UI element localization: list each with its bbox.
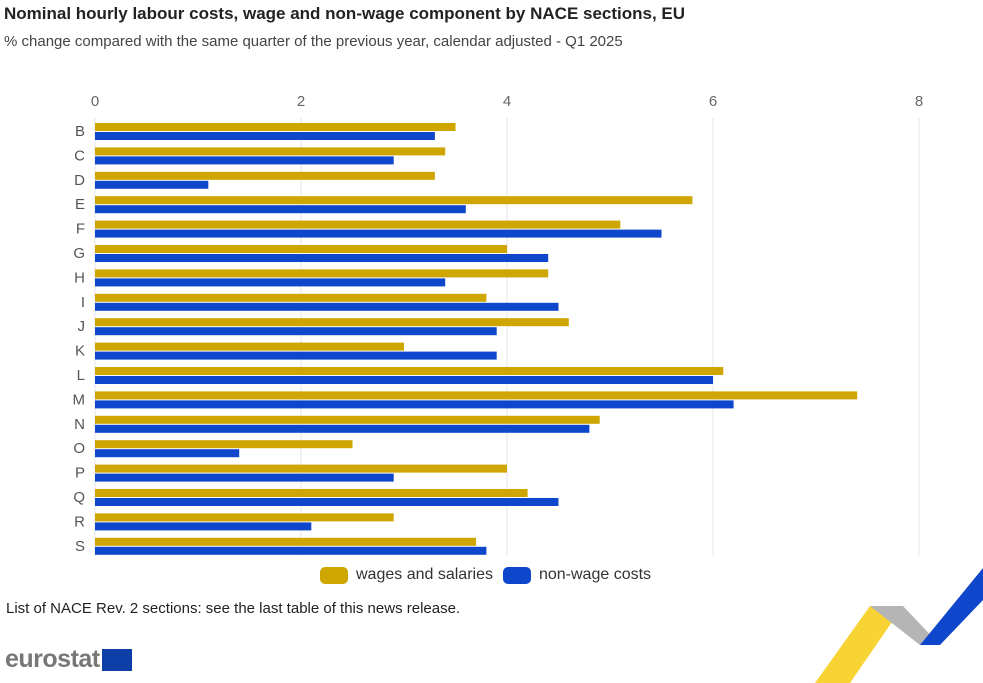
- legend: wages and salaries non-wage costs: [320, 566, 661, 584]
- legend-item-wages[interactable]: wages and salaries: [320, 566, 493, 584]
- bar-wages: [95, 293, 487, 302]
- bar-non-wage: [95, 327, 497, 336]
- bar-non-wage: [95, 156, 394, 165]
- bar-wages: [95, 147, 446, 156]
- x-tick-label: 8: [915, 93, 923, 110]
- eu-flag-icon: [101, 648, 132, 671]
- bar-wages: [95, 196, 693, 205]
- y-category-label: B: [75, 123, 85, 140]
- eurostat-ribbon-decoration: [815, 568, 983, 683]
- y-category-label: F: [76, 221, 85, 238]
- eurostat-logo: eurostat: [5, 645, 132, 674]
- legend-label: wages and salaries: [356, 566, 493, 583]
- y-category-label: E: [75, 196, 85, 213]
- y-category-label: G: [73, 245, 85, 262]
- bar-non-wage: [95, 522, 312, 531]
- y-category-label: Q: [73, 489, 85, 506]
- bar-non-wage: [95, 498, 559, 506]
- bar-non-wage: [95, 205, 466, 214]
- y-category-label: I: [81, 294, 85, 311]
- chart-title: Nominal hourly labour costs, wage and no…: [4, 4, 686, 23]
- bar-non-wage: [95, 376, 713, 384]
- legend-item-non-wage[interactable]: non-wage costs: [502, 566, 652, 584]
- bar-non-wage: [95, 449, 240, 458]
- bar-non-wage: [95, 254, 549, 262]
- x-tick-label: 2: [297, 93, 305, 110]
- bar-wages: [95, 318, 569, 327]
- x-tick-label: 6: [709, 93, 717, 110]
- y-category-label: S: [75, 538, 85, 555]
- bar-wages: [95, 489, 528, 497]
- bar-non-wage: [95, 351, 497, 360]
- bar-non-wage: [95, 473, 394, 482]
- bar-non-wage: [95, 229, 662, 238]
- bar-wages: [95, 537, 477, 546]
- bar-non-wage: [95, 546, 487, 555]
- bar-wages: [95, 342, 404, 351]
- y-category-label: L: [77, 367, 85, 384]
- legend-swatch-wages: [320, 566, 348, 584]
- bar-wages: [95, 391, 858, 400]
- x-tick-label: 4: [503, 93, 511, 110]
- legend-label: non-wage costs: [538, 566, 652, 583]
- bar-non-wage: [95, 180, 209, 189]
- y-category-label: M: [73, 391, 86, 408]
- y-category-label: H: [74, 269, 85, 286]
- bar-wages: [95, 440, 353, 449]
- y-category-label: C: [74, 147, 85, 164]
- legend-swatch-non-wage: [502, 566, 531, 584]
- bar-non-wage: [95, 302, 559, 311]
- bar-wages: [95, 269, 549, 278]
- bar-non-wage: [95, 424, 590, 433]
- y-category-label: D: [74, 172, 85, 189]
- y-category-label: O: [73, 440, 85, 457]
- bar-wages: [95, 220, 621, 229]
- chart-subtitle: % change compared with the same quarter …: [4, 33, 623, 50]
- bar-non-wage: [95, 132, 435, 140]
- bar-non-wage: [95, 400, 734, 409]
- y-category-label: K: [75, 343, 85, 360]
- bar-wages: [95, 513, 394, 522]
- x-tick-label: 0: [91, 93, 99, 110]
- y-category-label: R: [74, 513, 85, 530]
- footnote: List of NACE Rev. 2 sections: see the la…: [6, 600, 461, 617]
- bar-wages: [95, 367, 724, 375]
- bar-wages: [95, 245, 507, 253]
- logo-text: eurostat: [5, 645, 100, 673]
- y-category-label: N: [74, 416, 85, 433]
- bar-wages: [95, 464, 507, 473]
- y-category-label: P: [75, 465, 85, 482]
- y-category-label: J: [78, 318, 86, 335]
- bar-wages: [95, 123, 456, 131]
- bar-non-wage: [95, 278, 446, 287]
- bar-wages: [95, 171, 435, 180]
- bar-wages: [95, 415, 600, 424]
